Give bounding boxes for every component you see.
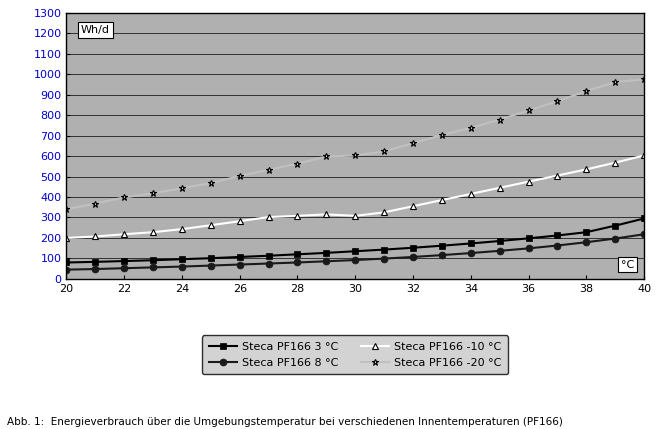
Steca PF166 -20 °C	[612, 79, 620, 85]
Text: Abb. 1:  Energieverbrauch über die Umgebungstemperatur bei verschiedenen Innente: Abb. 1: Energieverbrauch über die Umgebu…	[7, 417, 562, 427]
Steca PF166 3 °C	[178, 257, 186, 262]
Steca PF166 -20 °C	[525, 108, 533, 113]
Steca PF166 3 °C	[612, 223, 620, 228]
Steca PF166 8 °C	[612, 236, 620, 241]
Steca PF166 -10 °C	[380, 210, 388, 215]
Steca PF166 -10 °C	[496, 185, 504, 190]
Steca PF166 -20 °C	[496, 117, 504, 122]
Steca PF166 3 °C	[554, 233, 562, 238]
Legend: Steca PF166 3 °C, Steca PF166 8 °C, Steca PF166 -10 °C, Steca PF166 -20 °C: Steca PF166 3 °C, Steca PF166 8 °C, Stec…	[203, 335, 508, 375]
Steca PF166 3 °C	[525, 236, 533, 241]
Steca PF166 3 °C	[409, 245, 417, 251]
Steca PF166 -20 °C	[207, 181, 215, 186]
Steca PF166 -20 °C	[438, 133, 446, 138]
Steca PF166 8 °C	[554, 243, 562, 248]
Steca PF166 3 °C	[293, 252, 301, 257]
Steca PF166 8 °C	[293, 260, 301, 265]
Steca PF166 3 °C	[438, 243, 446, 248]
Steca PF166 3 °C	[236, 254, 244, 260]
Steca PF166 -20 °C	[351, 153, 359, 158]
Steca PF166 -20 °C	[265, 167, 273, 172]
Steca PF166 -20 °C	[236, 173, 244, 178]
Steca PF166 -10 °C	[323, 212, 331, 217]
Steca PF166 -10 °C	[236, 219, 244, 224]
Steca PF166 -10 °C	[582, 167, 590, 172]
Steca PF166 8 °C	[207, 263, 215, 268]
Steca PF166 -10 °C	[525, 179, 533, 184]
Steca PF166 8 °C	[265, 261, 273, 266]
Steca PF166 3 °C	[91, 259, 100, 264]
Steca PF166 8 °C	[62, 267, 70, 272]
Steca PF166 8 °C	[467, 251, 475, 256]
Text: °C: °C	[621, 260, 634, 269]
Steca PF166 -20 °C	[467, 125, 475, 130]
Steca PF166 -20 °C	[582, 88, 590, 94]
Steca PF166 -10 °C	[467, 191, 475, 196]
Line: Steca PF166 8 °C: Steca PF166 8 °C	[63, 231, 647, 273]
Steca PF166 8 °C	[582, 240, 590, 245]
Steca PF166 -20 °C	[640, 77, 648, 82]
Steca PF166 -10 °C	[91, 234, 100, 239]
Steca PF166 3 °C	[149, 258, 157, 263]
Steca PF166 8 °C	[438, 253, 446, 258]
Line: Steca PF166 -20 °C: Steca PF166 -20 °C	[63, 76, 647, 213]
Steca PF166 8 °C	[351, 257, 359, 263]
Steca PF166 8 °C	[236, 262, 244, 267]
Steca PF166 8 °C	[640, 232, 648, 237]
Steca PF166 -10 °C	[207, 223, 215, 228]
Steca PF166 8 °C	[380, 256, 388, 261]
Steca PF166 -10 °C	[120, 232, 128, 237]
Steca PF166 -10 °C	[62, 236, 70, 241]
Steca PF166 8 °C	[496, 248, 504, 254]
Line: Steca PF166 -10 °C: Steca PF166 -10 °C	[63, 152, 647, 242]
Steca PF166 3 °C	[496, 239, 504, 244]
Steca PF166 8 °C	[409, 254, 417, 260]
Steca PF166 -20 °C	[178, 186, 186, 191]
Steca PF166 -10 °C	[293, 213, 301, 218]
Steca PF166 3 °C	[351, 249, 359, 254]
Steca PF166 -20 °C	[554, 99, 562, 104]
Steca PF166 3 °C	[323, 250, 331, 255]
Steca PF166 -20 °C	[120, 195, 128, 200]
Steca PF166 3 °C	[62, 260, 70, 265]
Steca PF166 -10 °C	[438, 197, 446, 202]
Text: Wh/d: Wh/d	[81, 25, 110, 35]
Steca PF166 8 °C	[323, 259, 331, 264]
Steca PF166 -10 °C	[612, 160, 620, 165]
Steca PF166 -20 °C	[293, 161, 301, 166]
Steca PF166 -10 °C	[149, 230, 157, 235]
Steca PF166 -20 °C	[323, 154, 331, 159]
Steca PF166 -10 °C	[640, 153, 648, 158]
Steca PF166 -20 °C	[91, 201, 100, 206]
Steca PF166 -10 °C	[409, 204, 417, 209]
Steca PF166 8 °C	[178, 264, 186, 269]
Steca PF166 3 °C	[380, 247, 388, 252]
Steca PF166 -20 °C	[149, 191, 157, 196]
Steca PF166 3 °C	[207, 256, 215, 261]
Steca PF166 8 °C	[525, 246, 533, 251]
Steca PF166 8 °C	[91, 266, 100, 272]
Steca PF166 -10 °C	[351, 213, 359, 218]
Steca PF166 -10 °C	[178, 227, 186, 232]
Line: Steca PF166 3 °C: Steca PF166 3 °C	[63, 215, 647, 266]
Steca PF166 -20 °C	[409, 141, 417, 146]
Steca PF166 8 °C	[149, 265, 157, 270]
Steca PF166 -20 °C	[62, 207, 70, 212]
Steca PF166 3 °C	[467, 241, 475, 246]
Steca PF166 -10 °C	[554, 173, 562, 178]
Steca PF166 3 °C	[640, 216, 648, 221]
Steca PF166 8 °C	[120, 266, 128, 271]
Steca PF166 3 °C	[265, 253, 273, 258]
Steca PF166 3 °C	[582, 230, 590, 235]
Steca PF166 3 °C	[120, 259, 128, 264]
Steca PF166 -20 °C	[380, 149, 388, 154]
Steca PF166 -10 °C	[265, 214, 273, 220]
